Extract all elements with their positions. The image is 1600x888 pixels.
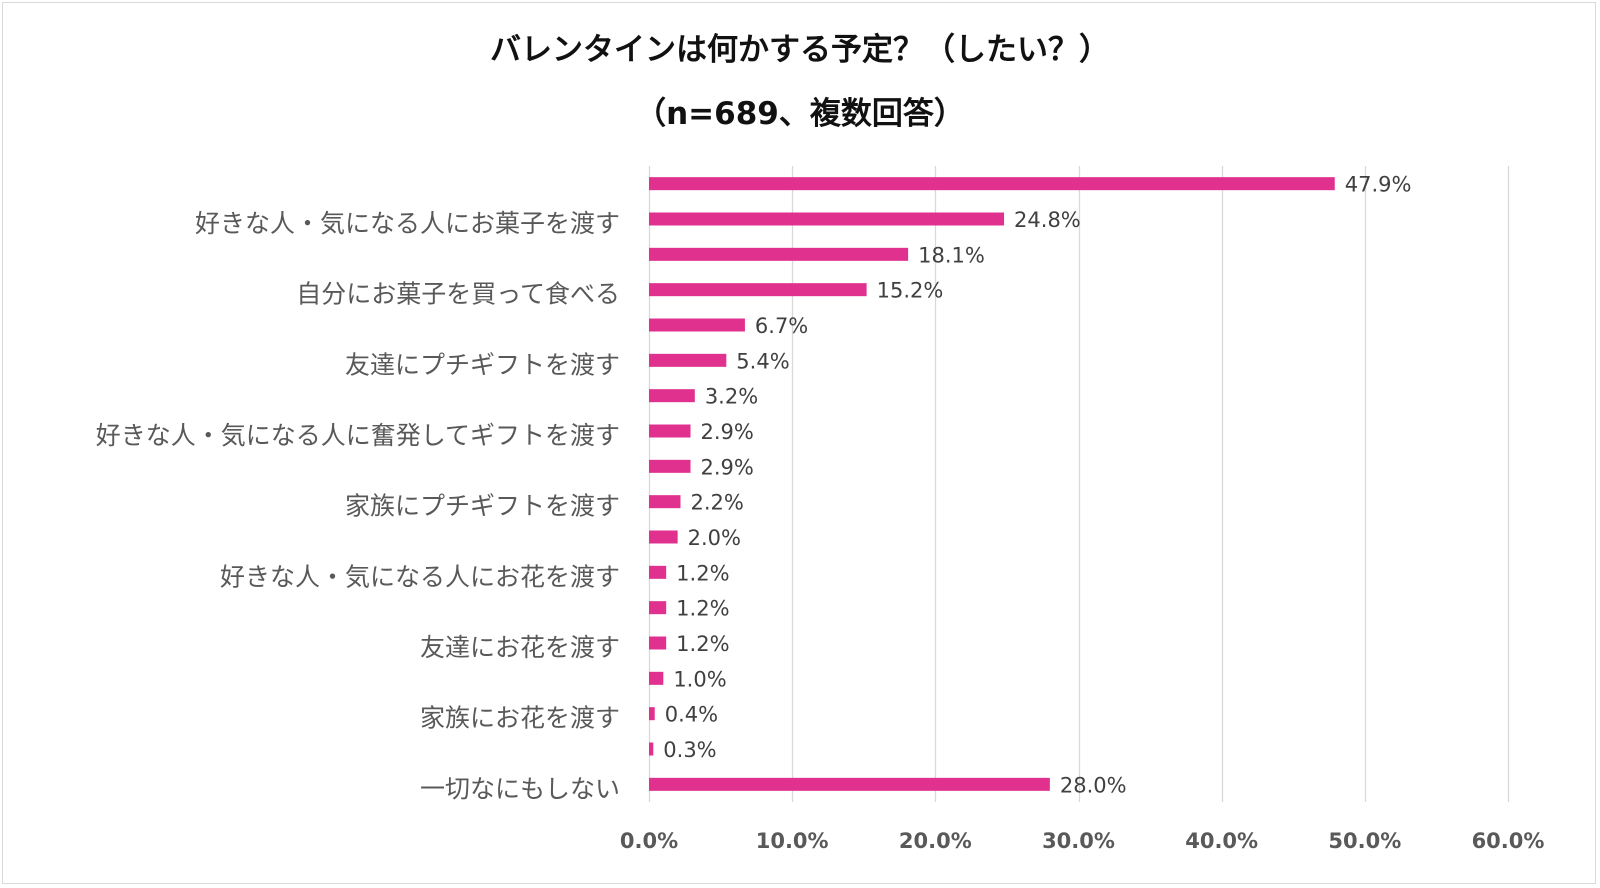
gridlines [648, 166, 1510, 802]
category-label: 一切なにもしない [420, 774, 620, 803]
data-label: 1.2% [676, 561, 729, 585]
bar [649, 565, 667, 579]
data-label: 47.9% [1345, 173, 1412, 197]
x-tick-label: 50.0% [1328, 829, 1401, 853]
data-label: 2.9% [701, 420, 754, 444]
category-labels: 好きな人・気になる人にお菓子を渡す自分にお菓子を買って食べる友達にプチギフトを渡… [96, 209, 620, 803]
bar [649, 247, 909, 261]
bar [649, 283, 867, 297]
bar [649, 495, 681, 509]
category-label: 自分にお菓子を買って食べる [296, 280, 620, 309]
data-label: 0.3% [663, 738, 716, 762]
data-labels: 47.9% 24.8% 18.1% 15.2% 6.7% 5.4% 3.2% 2.9% 2.9%… [663, 173, 1411, 798]
bar [649, 318, 745, 332]
category-label: 家族にプチギフトを渡す [345, 492, 620, 521]
bar [649, 459, 691, 473]
data-label: 15.2% [877, 279, 944, 303]
category-label: 友達にプチギフトを渡す [345, 350, 620, 379]
bar [649, 177, 1335, 191]
bar [649, 742, 654, 756]
bar [649, 777, 1050, 791]
data-label: 24.8% [1014, 208, 1081, 232]
x-tick-label: 10.0% [756, 829, 829, 853]
data-label: 18.1% [918, 243, 985, 267]
x-tick-label: 0.0% [620, 829, 678, 853]
x-tick-label: 40.0% [1185, 829, 1258, 853]
bar [649, 671, 664, 685]
bars [649, 177, 1335, 791]
category-label: 好きな人・気になる人にお花を渡す [220, 562, 620, 591]
data-label: 1.2% [676, 597, 729, 621]
data-label: 1.2% [676, 632, 729, 656]
data-label: 2.2% [690, 491, 743, 515]
category-label: 好きな人・気になる人に奮発してギフトを渡す [96, 421, 620, 450]
chart-subtitle: （n=689、複数回答） [635, 96, 965, 132]
bar [649, 601, 667, 615]
chart-title: バレンタインは何かする予定？（したい？） [490, 32, 1110, 68]
bar [649, 424, 691, 438]
data-label: 3.2% [705, 385, 758, 409]
data-label: 0.4% [665, 703, 718, 727]
data-label: 6.7% [755, 314, 808, 338]
x-tick-label: 30.0% [1042, 829, 1115, 853]
category-label: 好きな人・気になる人にお菓子を渡す [195, 209, 620, 238]
bar [649, 353, 727, 367]
bar [649, 212, 1005, 226]
data-label: 2.0% [688, 526, 741, 550]
data-label: 1.0% [673, 667, 726, 691]
bar [649, 636, 667, 650]
bar [649, 530, 678, 544]
category-label: 友達にお花を渡す [420, 633, 620, 662]
data-label: 5.4% [736, 349, 789, 373]
bar [649, 389, 695, 403]
x-tick-label: 60.0% [1472, 829, 1545, 853]
data-label: 2.9% [701, 455, 754, 479]
data-label: 28.0% [1060, 773, 1127, 797]
category-label: 家族にお花を渡す [420, 704, 620, 733]
x-axis-ticks: 0.0% 10.0% 20.0% 30.0% 40.0% 50.0% 60.0% [620, 829, 1545, 853]
bar [649, 707, 655, 721]
x-tick-label: 20.0% [899, 829, 972, 853]
